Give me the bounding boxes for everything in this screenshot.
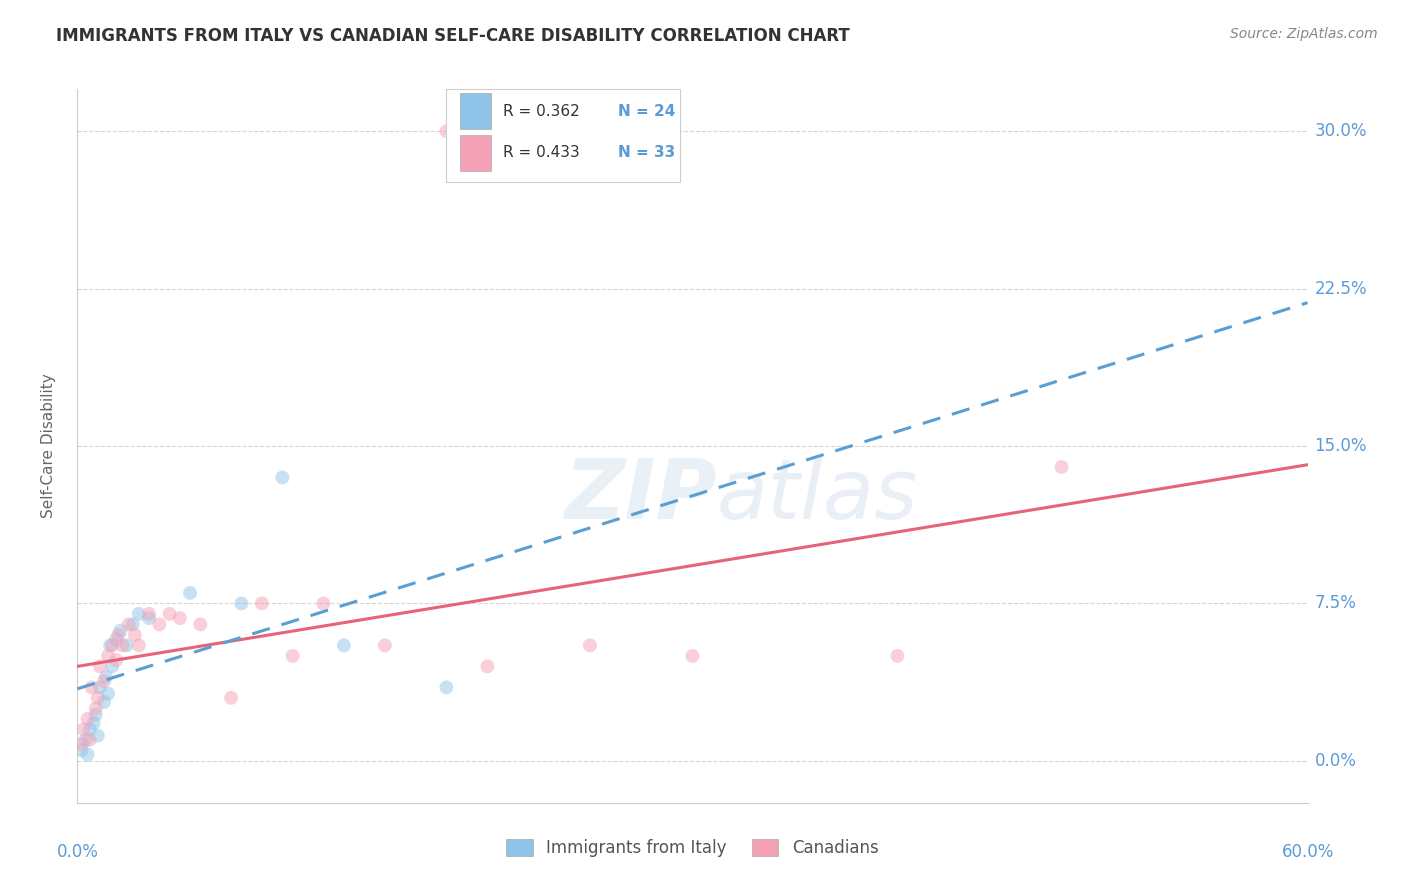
Point <box>579 639 602 653</box>
Point <box>97 648 120 663</box>
Point <box>70 743 93 757</box>
Point <box>179 586 201 600</box>
Text: 0.0%: 0.0% <box>56 843 98 861</box>
Text: N = 33: N = 33 <box>619 145 675 161</box>
Point <box>76 747 98 762</box>
Point <box>188 617 212 632</box>
Point <box>1050 460 1073 475</box>
Point <box>250 596 273 610</box>
Text: atlas: atlas <box>717 456 918 536</box>
Text: Source: ZipAtlas.com: Source: ZipAtlas.com <box>1230 27 1378 41</box>
Point <box>477 659 499 673</box>
Point <box>75 732 97 747</box>
Point <box>219 690 242 705</box>
Text: 30.0%: 30.0% <box>1315 122 1367 140</box>
Point <box>138 611 160 625</box>
Point <box>107 628 129 642</box>
Point <box>312 596 335 610</box>
Point <box>84 701 107 715</box>
Point <box>169 611 191 625</box>
Text: R = 0.433: R = 0.433 <box>503 145 579 161</box>
Point <box>105 632 128 646</box>
Point <box>231 596 253 610</box>
Point <box>436 124 458 138</box>
Point <box>121 617 143 632</box>
Text: 60.0%: 60.0% <box>1281 843 1334 861</box>
Point <box>682 648 704 663</box>
Point <box>374 639 396 653</box>
Point <box>84 707 107 722</box>
Point <box>87 690 110 705</box>
Point <box>886 648 908 663</box>
Point <box>70 737 93 751</box>
Point <box>83 716 105 731</box>
Text: 0.0%: 0.0% <box>1315 752 1357 770</box>
Point <box>128 639 150 653</box>
Point <box>436 681 458 695</box>
Point <box>138 607 160 621</box>
Point <box>105 653 128 667</box>
Point <box>281 648 304 663</box>
Point <box>159 607 181 621</box>
Point <box>98 639 121 653</box>
Y-axis label: Self-Care Disability: Self-Care Disability <box>42 374 56 518</box>
Point <box>79 732 101 747</box>
Point <box>93 695 115 709</box>
Point <box>93 674 115 689</box>
Point <box>333 639 356 653</box>
Text: 22.5%: 22.5% <box>1315 279 1367 298</box>
Text: 15.0%: 15.0% <box>1315 437 1367 455</box>
Point <box>89 681 111 695</box>
Point <box>97 687 120 701</box>
Text: N = 24: N = 24 <box>619 103 675 119</box>
Point <box>101 639 124 653</box>
Text: ZIP: ZIP <box>564 456 717 536</box>
Point <box>94 670 117 684</box>
Legend: Immigrants from Italy, Canadians: Immigrants from Italy, Canadians <box>498 831 887 866</box>
Point <box>79 723 101 737</box>
Point <box>72 723 94 737</box>
Point <box>124 628 146 642</box>
Point <box>89 659 111 673</box>
Point <box>76 712 98 726</box>
Text: 7.5%: 7.5% <box>1315 594 1357 613</box>
Point <box>87 729 110 743</box>
Point <box>111 639 134 653</box>
Text: R = 0.362: R = 0.362 <box>503 103 579 119</box>
Point <box>271 470 294 484</box>
Point <box>110 624 132 638</box>
Point <box>148 617 170 632</box>
Text: IMMIGRANTS FROM ITALY VS CANADIAN SELF-CARE DISABILITY CORRELATION CHART: IMMIGRANTS FROM ITALY VS CANADIAN SELF-C… <box>56 27 851 45</box>
Point <box>80 681 103 695</box>
Point <box>117 617 139 632</box>
Point <box>128 607 150 621</box>
Point <box>115 639 138 653</box>
Point <box>101 659 124 673</box>
